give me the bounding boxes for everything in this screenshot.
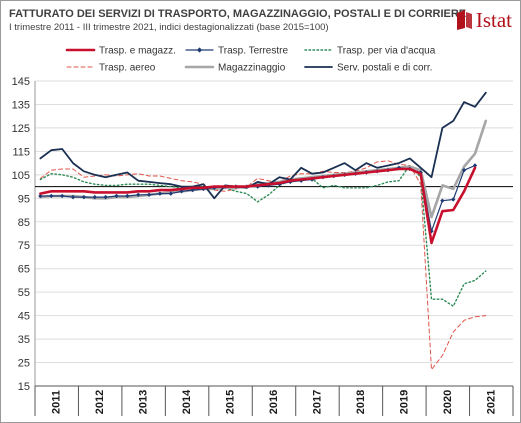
data-point	[38, 193, 43, 199]
data-point	[59, 193, 65, 199]
data-point	[451, 197, 456, 202]
y-tick-label: 15	[18, 381, 30, 393]
x-tick-label: 2020	[442, 390, 454, 414]
series-line-trasp-per-via-d-acqua	[39, 164, 487, 307]
istat-logo-icon	[455, 9, 473, 31]
x-tick-label: 2012	[94, 390, 106, 414]
data-point	[440, 198, 445, 203]
series-line-serv-postali-e-di-corr	[39, 91, 487, 200]
y-tick-label: 145	[12, 76, 30, 88]
x-tick-label: 2014	[181, 389, 193, 414]
y-axis: 15 25 35 45 55 65 75 85 95 105 115 125 135 145	[12, 76, 30, 393]
data-point	[146, 192, 152, 197]
line-chart: Trasp. e magazz. Trasp. Terrestre Trasp. p…	[12, 46, 514, 416]
legend-label: Trasp. aereo	[99, 63, 156, 74]
chart-legend: Trasp. e magazz. Trasp. Terrestre Trasp. p…	[65, 46, 436, 74]
x-tick-label: 2017	[311, 390, 323, 414]
y-tick-label: 125	[12, 123, 30, 135]
data-point	[92, 194, 97, 200]
x-tick-label: 2018	[355, 390, 367, 414]
x-tick-label: 2016	[268, 390, 280, 414]
y-tick-label: 65	[18, 264, 30, 276]
y-tick-label: 55	[18, 287, 30, 299]
y-tick-label: 35	[18, 334, 30, 346]
legend-label: Trasp. per via d'acqua	[337, 46, 436, 57]
x-tick-label: 2013	[138, 390, 150, 414]
y-tick-label: 25	[18, 358, 30, 370]
legend-marker	[196, 47, 203, 53]
x-axis: 2011 2012 2013 2014 2015 2016 2017 2018 2019 2020…	[34, 386, 514, 416]
x-tick-label: 2019	[398, 390, 410, 414]
data-point	[125, 193, 130, 199]
data-point	[114, 193, 119, 199]
legend-label: Magazzinaggio	[218, 63, 286, 74]
chart-title: FATTURATO DEI SERVIZI DI TRASPORTO, MAGA…	[9, 8, 467, 20]
x-tick-label: 2021	[485, 390, 497, 414]
y-tick-label: 45	[18, 311, 30, 323]
istat-logo-text: Istat	[475, 7, 512, 32]
y-tick-label: 95	[18, 193, 30, 205]
data-point	[70, 194, 76, 200]
chart-grid	[34, 80, 513, 387]
y-tick-label: 105	[12, 170, 30, 182]
x-tick-label: 2011	[51, 390, 63, 414]
legend-label: Trasp. e magazz.	[99, 46, 176, 57]
data-point	[461, 167, 467, 173]
legend-label: Trasp. Terrestre	[218, 46, 288, 57]
chart-series	[38, 91, 488, 371]
data-point	[168, 191, 173, 196]
legend-label: Serv. postali e di corr.	[337, 63, 432, 74]
y-tick-label: 85	[18, 217, 30, 229]
data-point	[103, 194, 108, 200]
y-tick-label: 115	[12, 146, 30, 158]
series-line-trasp-e-magazz	[39, 166, 477, 245]
data-point	[136, 192, 141, 197]
istat-logo: Istat	[455, 7, 512, 33]
x-tick-label: 2015	[225, 390, 237, 414]
series-line-magazzinaggio	[39, 119, 488, 219]
y-tick-label: 135	[12, 99, 30, 111]
data-point	[49, 193, 54, 199]
data-point	[157, 191, 163, 196]
y-tick-label: 75	[18, 240, 30, 252]
data-point	[81, 194, 87, 200]
data-point	[472, 163, 478, 168]
chart-subtitle: I trimestre 2011 - III trimestre 2021, i…	[9, 22, 329, 33]
